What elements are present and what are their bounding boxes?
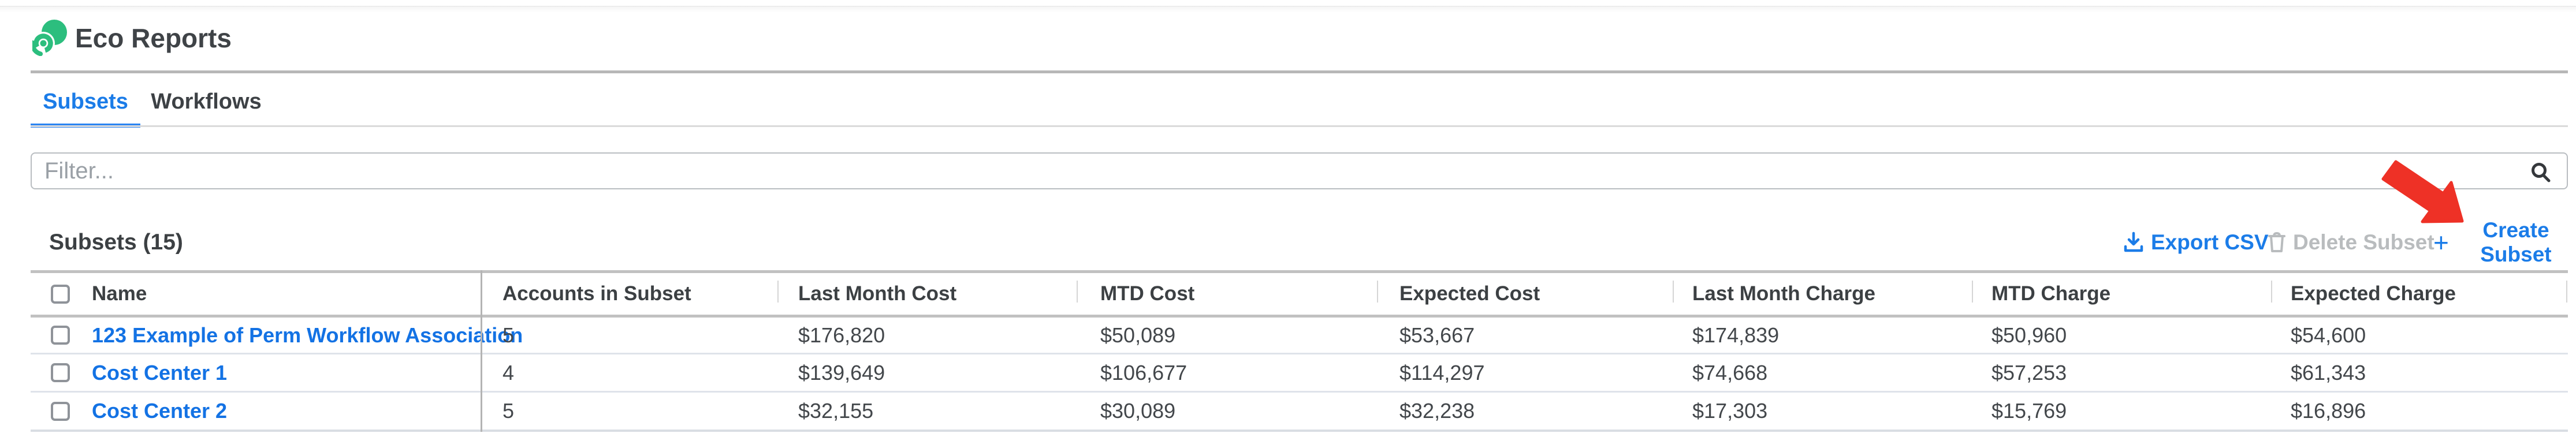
cell-accounts: 4 bbox=[502, 360, 515, 384]
export-csv-button[interactable]: Export CSV bbox=[2123, 229, 2269, 256]
cell-expected-cost: $53,667 bbox=[1399, 323, 1475, 347]
cell-last-month-charge: $174,839 bbox=[1692, 323, 1780, 347]
cell-last-month-cost: $176,820 bbox=[798, 323, 885, 347]
column-header-name[interactable]: Name bbox=[92, 282, 147, 305]
trash-icon bbox=[2268, 232, 2285, 252]
table-top-border bbox=[31, 270, 2568, 273]
column-header-expected-charge[interactable]: Expected Charge bbox=[2291, 282, 2456, 305]
cell-expected-cost: $32,238 bbox=[1399, 399, 1475, 423]
table-row: Cost Center 1 4 $139,649 $106,677 $114,2… bbox=[31, 354, 2568, 391]
cell-last-month-cost: $32,155 bbox=[798, 399, 874, 423]
table-header-row: Name Accounts in Subset Last Month Cost … bbox=[31, 273, 2568, 315]
cell-last-month-charge: $17,303 bbox=[1692, 399, 1768, 423]
column-divider bbox=[2566, 281, 2567, 303]
header-divider bbox=[31, 70, 2568, 73]
cell-mtd-charge: $50,960 bbox=[1991, 323, 2067, 347]
search-icon[interactable] bbox=[2530, 162, 2552, 184]
cell-last-month-cost: $139,649 bbox=[798, 360, 885, 384]
column-divider bbox=[1077, 281, 1078, 303]
row-separator bbox=[31, 391, 2568, 393]
cell-mtd-cost: $106,677 bbox=[1100, 360, 1188, 384]
export-csv-label: Export CSV bbox=[2151, 230, 2269, 254]
top-shadow bbox=[0, 7, 2576, 13]
create-subset-label: Create Subset bbox=[2480, 218, 2552, 266]
top-hairline bbox=[0, 6, 2576, 7]
tabbar-border bbox=[31, 125, 2568, 127]
delete-subset-button[interactable]: Delete Subset bbox=[2268, 229, 2434, 256]
create-subset-button[interactable]: + Create Subset bbox=[2433, 218, 2576, 266]
cell-last-month-charge: $74,668 bbox=[1692, 360, 1768, 384]
subset-name-link[interactable]: Cost Center 2 bbox=[92, 399, 228, 423]
plus-icon: + bbox=[2433, 227, 2449, 257]
column-header-last-month-charge[interactable]: Last Month Charge bbox=[1692, 282, 1875, 305]
row-checkbox[interactable] bbox=[51, 401, 70, 421]
subsets-table: Name Accounts in Subset Last Month Cost … bbox=[31, 270, 2568, 434]
row-separator bbox=[31, 353, 2568, 354]
cell-mtd-charge: $57,253 bbox=[1991, 360, 2067, 384]
row-separator bbox=[31, 430, 2568, 432]
table-header-border bbox=[31, 315, 2568, 318]
cell-expected-charge: $16,896 bbox=[2291, 399, 2366, 423]
eco-logo-icon bbox=[32, 20, 67, 56]
delete-subset-label: Delete Subset bbox=[2293, 230, 2434, 254]
column-header-mtd-charge[interactable]: MTD Charge bbox=[1991, 282, 2111, 305]
column-divider bbox=[1972, 281, 1973, 303]
column-divider bbox=[777, 281, 779, 303]
cell-accounts: 5 bbox=[502, 399, 515, 423]
column-header-last-month-cost[interactable]: Last Month Cost bbox=[798, 282, 957, 305]
column-divider bbox=[2271, 281, 2272, 303]
column-header-accounts[interactable]: Accounts in Subset bbox=[502, 282, 691, 305]
column-divider bbox=[1673, 281, 1674, 303]
row-checkbox[interactable] bbox=[51, 363, 70, 382]
name-column-divider bbox=[481, 270, 482, 432]
cell-expected-charge: $54,600 bbox=[2291, 323, 2366, 347]
cell-accounts: 5 bbox=[502, 323, 515, 347]
column-header-mtd-cost[interactable]: MTD Cost bbox=[1100, 282, 1195, 305]
tab-subsets[interactable]: Subsets bbox=[43, 89, 128, 114]
page-title: Eco Reports bbox=[75, 23, 232, 53]
table-row: 123 Example of Perm Workflow Association… bbox=[31, 318, 2568, 353]
filter-input[interactable] bbox=[31, 152, 2568, 189]
cell-expected-charge: $61,343 bbox=[2291, 360, 2366, 384]
cell-mtd-cost: $30,089 bbox=[1100, 399, 1176, 423]
subset-name-link[interactable]: Cost Center 1 bbox=[92, 360, 228, 384]
download-icon bbox=[2124, 232, 2143, 252]
cell-mtd-cost: $50,089 bbox=[1100, 323, 1176, 347]
tab-workflows[interactable]: Workflows bbox=[151, 89, 262, 114]
table-row: Cost Center 2 5 $32,155 $30,089 $32,238 … bbox=[31, 393, 2568, 430]
cell-mtd-charge: $15,769 bbox=[1991, 399, 2067, 423]
select-all-checkbox[interactable] bbox=[51, 284, 70, 304]
row-checkbox[interactable] bbox=[51, 326, 70, 345]
subset-name-link[interactable]: 123 Example of Perm Workflow Association bbox=[92, 323, 523, 347]
subsets-count-heading: Subsets (15) bbox=[49, 230, 183, 255]
cell-expected-cost: $114,297 bbox=[1399, 360, 1485, 384]
column-header-expected-cost[interactable]: Expected Cost bbox=[1399, 282, 1540, 305]
column-divider bbox=[1377, 281, 1378, 303]
